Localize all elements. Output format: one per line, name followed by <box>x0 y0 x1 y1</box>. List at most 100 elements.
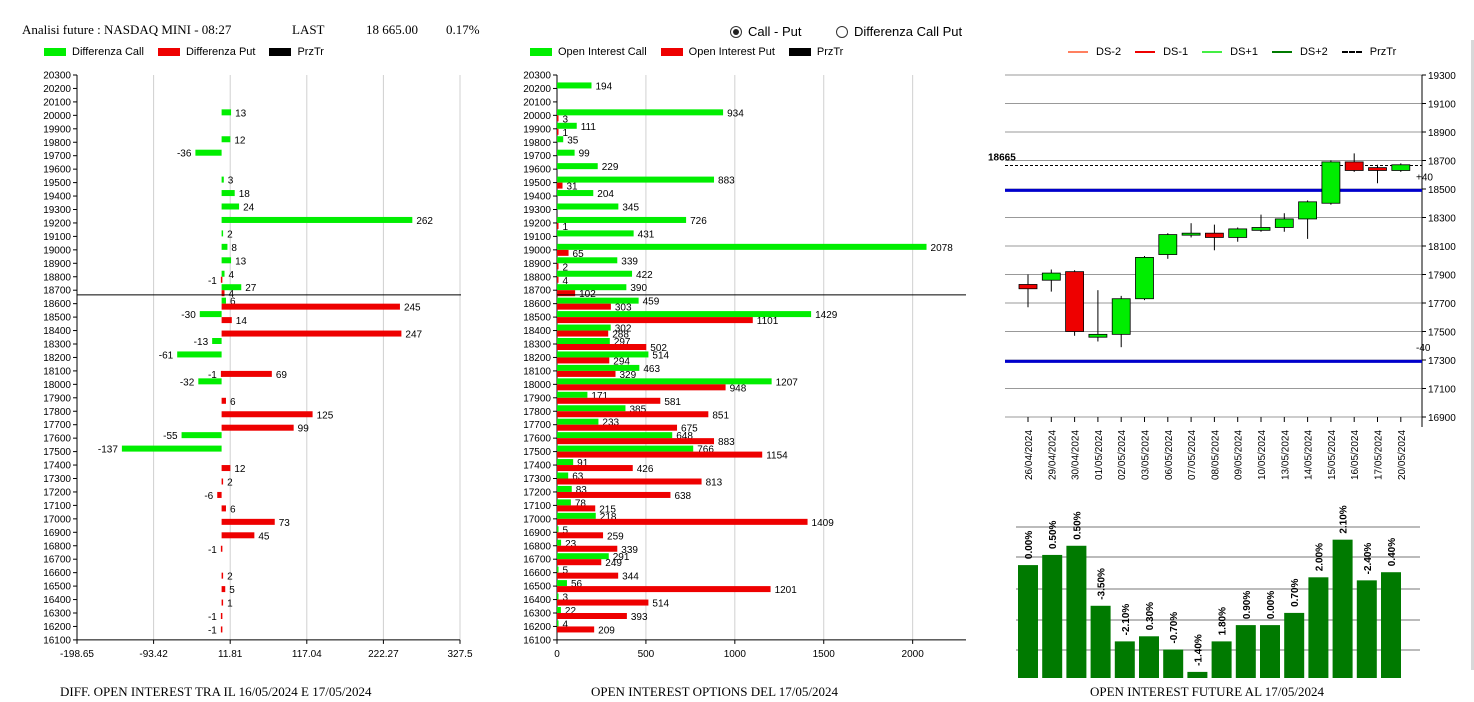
y-tick-label: 16500 <box>523 582 551 593</box>
y-tick-label: 19900 <box>43 124 71 135</box>
last-value: 18 665.00 <box>366 22 418 37</box>
data-label: 581 <box>664 397 681 408</box>
data-label: 2 <box>227 229 233 240</box>
data-label: 63 <box>572 472 584 483</box>
x-tick-label: 17/05/2024 <box>1374 430 1385 480</box>
data-label: 883 <box>718 176 735 187</box>
diff-chart-caption: DIFF. OPEN INTEREST TRA IL 16/05/2024 E … <box>60 684 372 699</box>
bar <box>557 451 763 458</box>
legend-diff-przr: PrzTr <box>269 46 324 58</box>
y-tick-label: 17700 <box>1428 299 1456 310</box>
candle-body <box>1205 232 1224 238</box>
data-label: 1.80% <box>1218 607 1229 635</box>
y-tick-label: 18100 <box>1428 242 1456 253</box>
data-label: -32 <box>180 377 195 388</box>
y-tick-label: 19500 <box>43 178 71 189</box>
x-tick-label: 0 <box>554 649 560 660</box>
data-label: 0.90% <box>1242 591 1253 619</box>
y-tick-label: 20200 <box>43 84 71 95</box>
bar <box>199 311 222 318</box>
bar <box>557 397 661 404</box>
bar <box>557 405 626 412</box>
y-tick-label: 16800 <box>523 541 551 552</box>
data-label: 294 <box>613 356 630 367</box>
x-tick-label: 2000 <box>902 649 925 660</box>
data-label: 431 <box>638 229 655 240</box>
level-up-label: +40 <box>1416 172 1433 183</box>
y-tick-label: 17800 <box>523 407 551 418</box>
data-label: 0.50% <box>1048 520 1059 548</box>
bar <box>557 391 588 398</box>
data-label: 726 <box>690 216 707 227</box>
bar <box>1163 649 1184 678</box>
radio-call-put[interactable]: Call - Put <box>730 24 801 39</box>
data-label: 851 <box>712 410 729 421</box>
data-label: -1 <box>208 625 217 636</box>
y-tick-label: 20200 <box>523 84 551 95</box>
data-label: 35 <box>567 135 579 146</box>
candle-body <box>1251 227 1271 231</box>
bar <box>557 82 592 89</box>
y-tick-label: 16400 <box>523 595 551 606</box>
y-tick-label: 19100 <box>523 232 551 243</box>
bar <box>557 485 572 492</box>
vertical-scrollbar[interactable] <box>1471 40 1474 670</box>
data-label: 12 <box>234 135 246 146</box>
data-label: 262 <box>416 216 433 227</box>
y-tick-label: 16700 <box>43 555 71 566</box>
data-label: 18 <box>239 189 251 200</box>
legend-ds+2: DS+2 <box>1271 46 1328 58</box>
bar <box>557 190 594 197</box>
bar <box>221 257 232 264</box>
data-label: 393 <box>631 612 648 623</box>
bar <box>557 411 709 418</box>
data-label: 111 <box>581 122 597 133</box>
y-tick-label: 17300 <box>1428 356 1456 367</box>
bar <box>557 620 559 627</box>
legend-ds-1: DS-1 <box>1135 46 1188 58</box>
y-tick-label: 17300 <box>43 474 71 485</box>
y-tick-label: 17200 <box>523 487 551 498</box>
data-label: 344 <box>622 572 639 583</box>
legend-ds-2: DS-2 <box>1068 46 1121 58</box>
y-tick-label: 20300 <box>43 71 71 82</box>
y-tick-label: 17000 <box>523 514 551 525</box>
candle-body <box>1041 272 1061 281</box>
radio-unselected-icon <box>836 25 848 38</box>
bar <box>1308 577 1329 678</box>
bar <box>221 572 224 579</box>
data-label: 1 <box>563 128 569 139</box>
y-tick-label: 16700 <box>523 555 551 566</box>
y-tick-label: 19800 <box>523 138 551 149</box>
data-label: 0.50% <box>1072 511 1083 539</box>
data-label: 8 <box>231 243 237 254</box>
y-tick-label: 18200 <box>43 353 71 364</box>
data-label: -1 <box>208 545 217 556</box>
y-tick-label: 16300 <box>523 609 551 620</box>
data-label: 218 <box>600 512 617 523</box>
bar <box>557 438 715 445</box>
y-tick-label: 19100 <box>43 232 71 243</box>
y-tick-label: 16600 <box>43 568 71 579</box>
y-tick-label: 18400 <box>523 326 551 337</box>
data-label: 2 <box>227 572 233 583</box>
y-tick-label: 20000 <box>523 111 551 122</box>
x-tick-label: 10/05/2024 <box>1257 430 1268 480</box>
x-tick-label: 30/04/2024 <box>1071 430 1082 480</box>
data-label: 12 <box>234 464 246 475</box>
data-label: 78 <box>575 498 587 509</box>
bar <box>1114 641 1135 678</box>
data-label: 934 <box>727 108 744 119</box>
bar <box>557 109 724 116</box>
bar <box>1042 554 1063 678</box>
y-tick-label: 17300 <box>523 474 551 485</box>
legend-diff-call: Differenza Call <box>44 46 144 58</box>
y-tick-label: 17900 <box>1428 271 1456 282</box>
radio-diff-call-put[interactable]: Differenza Call Put <box>836 24 962 39</box>
y-tick-label: 18700 <box>523 286 551 297</box>
x-tick-label: 08/05/2024 <box>1210 430 1221 480</box>
bar <box>557 580 567 587</box>
bar <box>557 613 627 619</box>
y-tick-label: 17500 <box>43 447 71 458</box>
bar <box>557 505 596 512</box>
